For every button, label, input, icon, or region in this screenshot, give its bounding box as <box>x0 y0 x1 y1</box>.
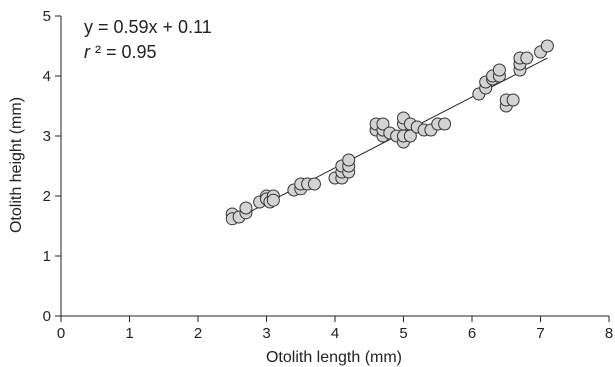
y-tick-label: 1 <box>43 248 51 265</box>
y-tick-label: 0 <box>43 308 51 325</box>
x-tick-label: 8 <box>605 325 613 342</box>
y-axis-label: Otolith height (mm) <box>8 97 25 233</box>
r-squared-value: ² = 0.95 <box>90 42 157 62</box>
x-tick-label: 4 <box>331 325 339 342</box>
data-points <box>225 39 554 226</box>
data-point <box>307 177 321 191</box>
r-squared-label: r ² = 0.95 <box>84 42 157 62</box>
y-tick-label: 3 <box>43 128 51 145</box>
y-tick-label: 4 <box>43 68 51 85</box>
x-tick-label: 6 <box>468 325 476 342</box>
data-point <box>239 201 253 215</box>
x-tick-label: 5 <box>399 325 407 342</box>
r-symbol: r <box>84 42 91 62</box>
x-tick-label: 7 <box>536 325 544 342</box>
regression-equation: y = 0.59x + 0.11 <box>84 17 212 37</box>
data-point <box>438 117 452 131</box>
tick-marks <box>55 15 610 322</box>
y-tick-label: 5 <box>43 8 51 25</box>
data-point <box>520 51 534 65</box>
data-point <box>492 63 506 77</box>
x-tick-label: 0 <box>57 325 65 342</box>
data-point <box>376 117 390 131</box>
x-tick-label: 1 <box>125 325 133 342</box>
y-tick-label: 2 <box>43 188 51 205</box>
x-tick-label: 2 <box>194 325 202 342</box>
x-axis-label: Otolith length (mm) <box>266 349 402 366</box>
data-point <box>506 93 520 107</box>
x-tick-label: 3 <box>262 325 270 342</box>
data-point <box>342 153 356 167</box>
data-point <box>540 39 554 53</box>
tick-labels: 0 1 2 3 4 5 6 7 8 0 1 2 3 4 5 <box>43 8 614 342</box>
data-point <box>266 193 280 207</box>
